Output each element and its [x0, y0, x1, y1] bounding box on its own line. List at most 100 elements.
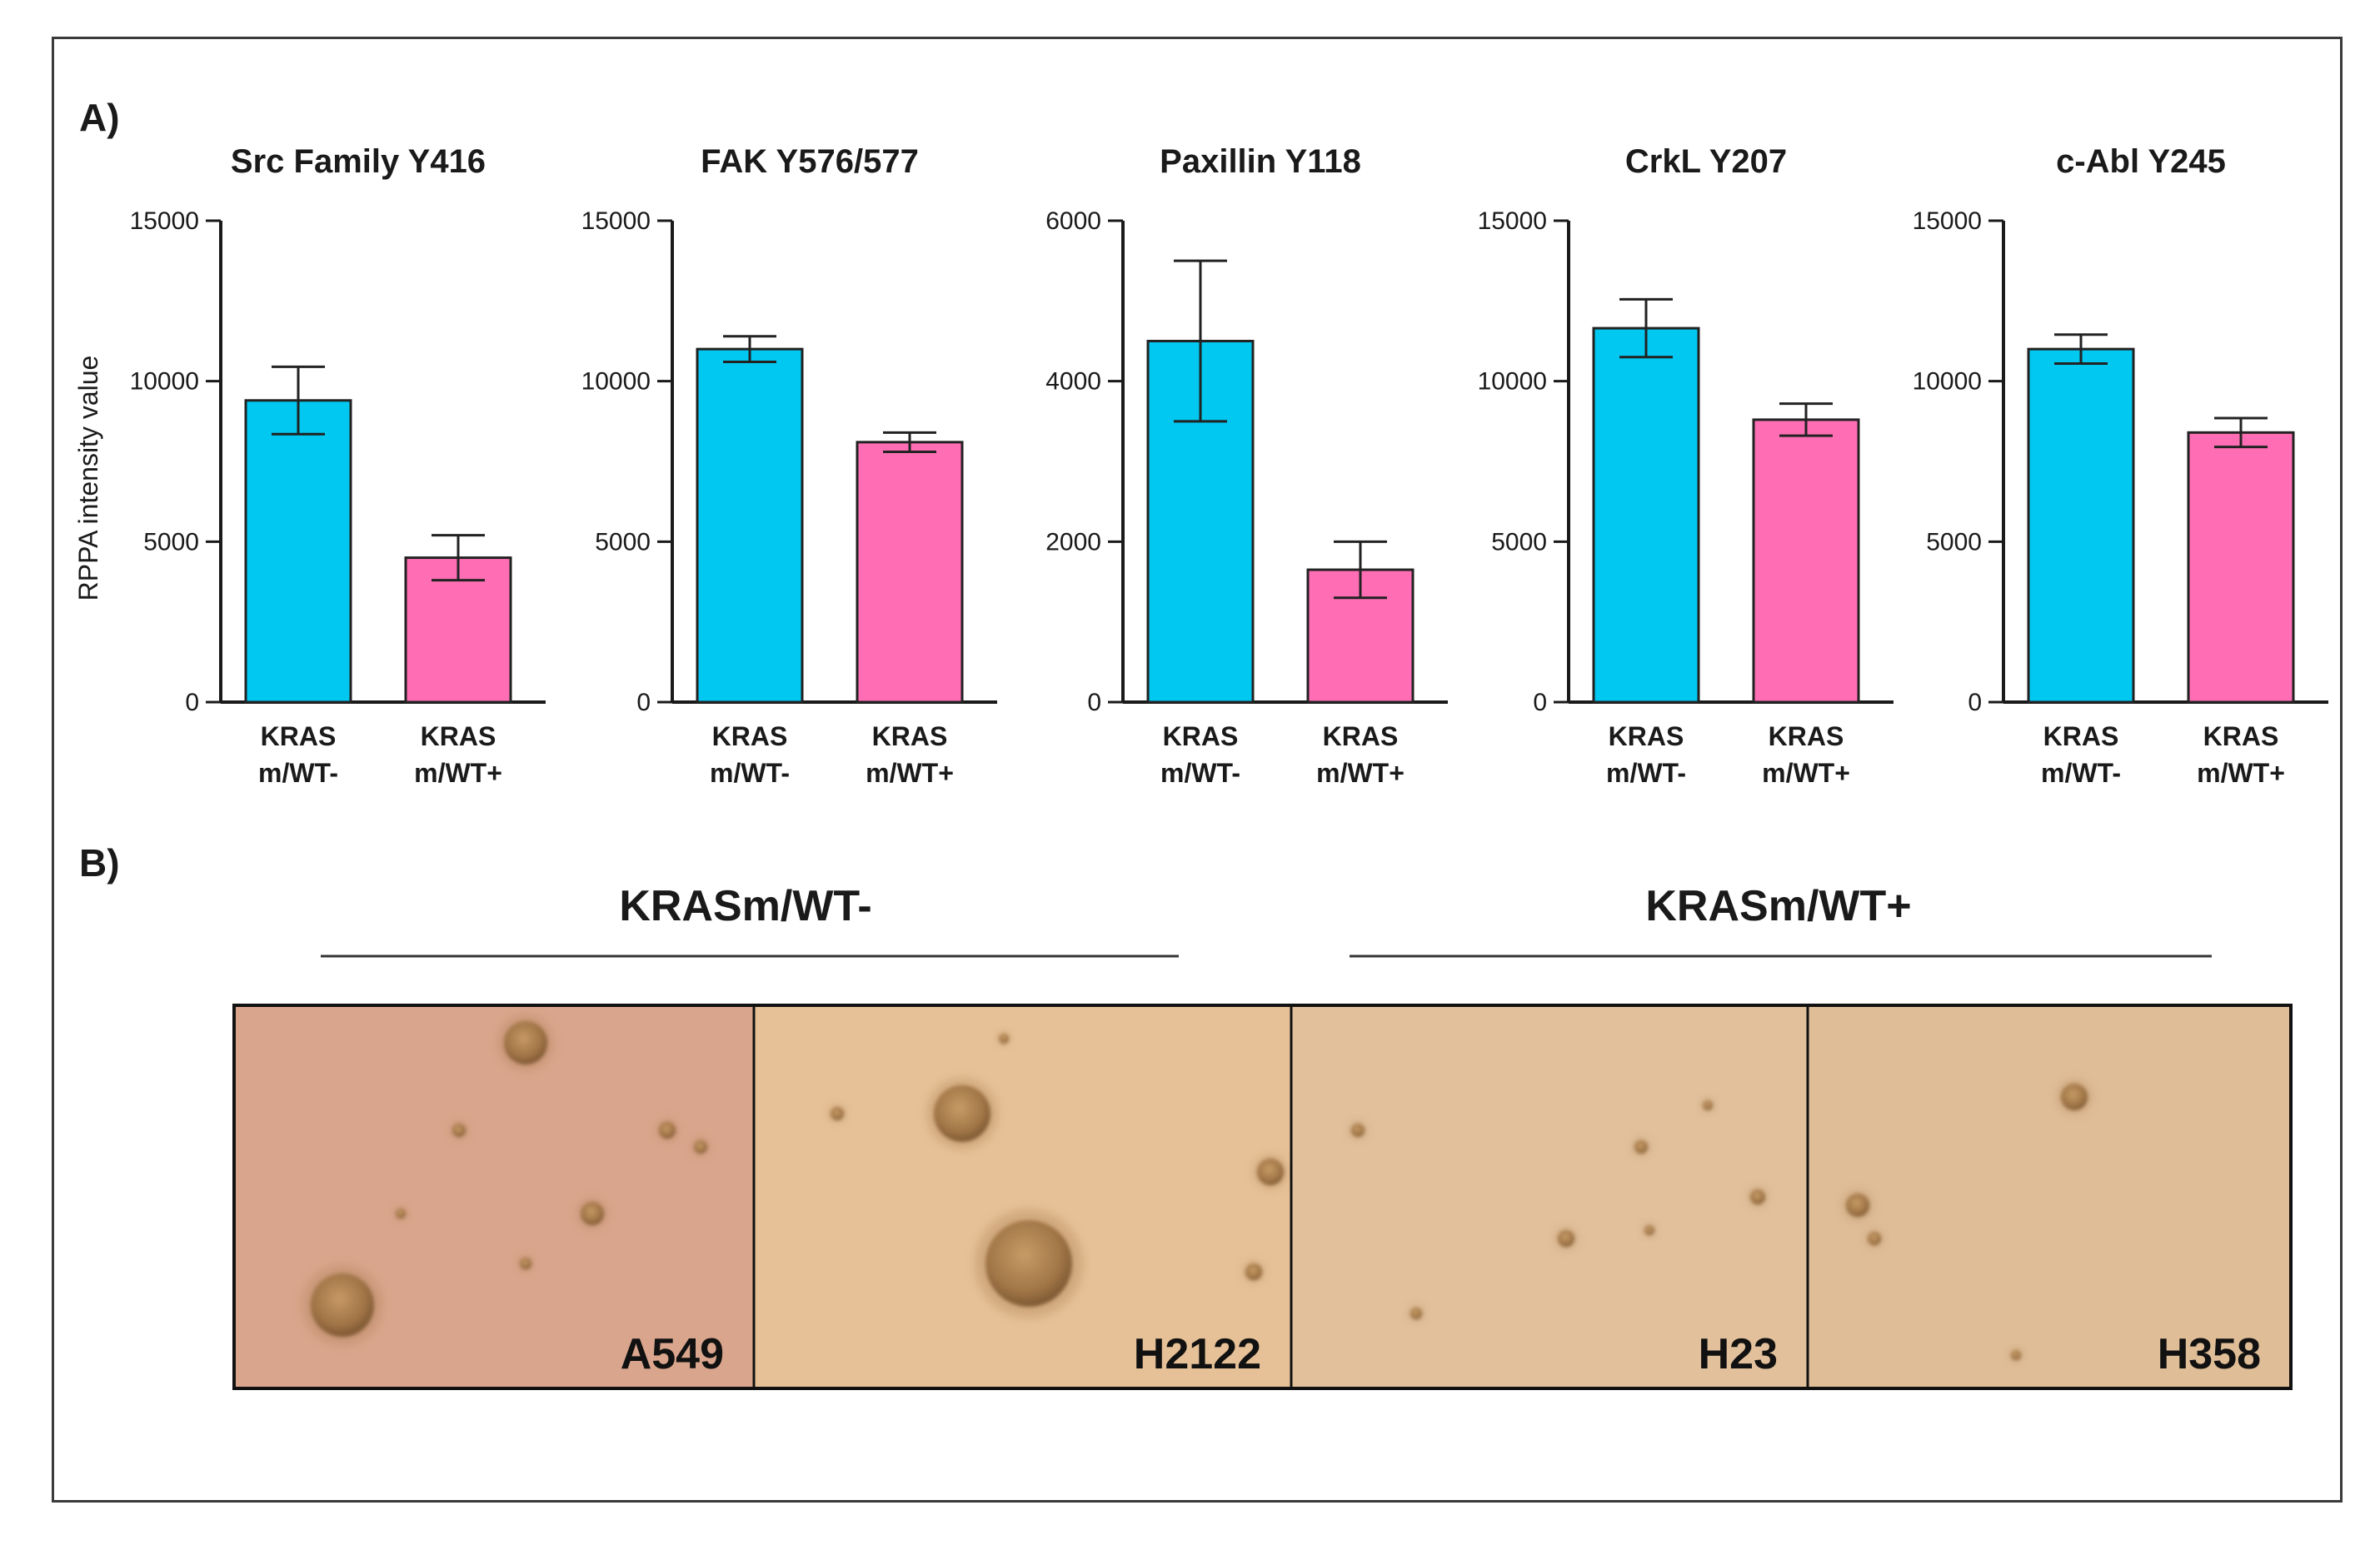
y-tick-label: 2000	[1045, 528, 1101, 556]
cell-colony	[1703, 1100, 1713, 1110]
chart-3: Paxillin Y118 0 2000 4000 6000 KRAS m/WT- KRAS m…	[1045, 143, 1448, 788]
cell-colony	[396, 1209, 406, 1219]
micrograph-h2122: H2122	[754, 1005, 1291, 1388]
micrograph-background	[1808, 1005, 2291, 1388]
micrograph-frame	[232, 1004, 2293, 1390]
bar	[1752, 418, 1860, 704]
y-tick-label: 10000	[130, 368, 199, 396]
x-tick-label: KRAS	[712, 721, 788, 751]
bar	[2187, 431, 2295, 704]
y-tick-label: 5000	[595, 528, 651, 556]
chart-1: Src Family Y416 0 5000 10000 15000 RPPA inten…	[73, 143, 546, 788]
y-tick-label: 5000	[143, 528, 199, 556]
cell-line-label: H2122	[1134, 1330, 1261, 1378]
y-tick-label: 10000	[1913, 368, 1982, 396]
x-tick-label: m/WT-	[1160, 758, 1240, 788]
panel-b-label: B)	[79, 841, 120, 885]
bar	[696, 347, 804, 704]
cell-colony	[985, 1220, 1072, 1307]
chart-5: c-Abl Y245 0 5000 10000 15000 KRAS m/WT- KRAS m/…	[1913, 143, 2328, 788]
x-tick-label: m/WT-	[258, 758, 338, 788]
cell-colony	[1351, 1124, 1365, 1137]
micrograph-h23: H23	[1291, 1005, 1808, 1388]
x-tick-label: m/WT+	[414, 758, 502, 788]
x-tick-label: m/WT+	[866, 758, 954, 788]
bar	[856, 441, 964, 704]
cell-colony	[2011, 1350, 2021, 1360]
x-tick-label: KRAS	[1609, 721, 1684, 751]
x-tick-label: m/WT+	[1316, 758, 1405, 788]
y-axis-label: RPPA intensity value	[73, 356, 103, 601]
x-tick-label: KRAS	[1163, 721, 1239, 751]
y-tick-label: 0	[636, 689, 651, 716]
x-tick-label: KRAS	[421, 721, 496, 751]
group-label: KRASm/WT-	[619, 882, 871, 930]
y-tick-label: 10000	[1478, 368, 1547, 396]
y-tick-label: 5000	[1926, 528, 1982, 556]
x-tick-label: KRAS	[2203, 721, 2279, 751]
y-tick-label: 0	[1968, 689, 1982, 716]
cell-colony	[1410, 1308, 1422, 1319]
x-tick-label: m/WT-	[710, 758, 790, 788]
chart-4: CrkL Y207 0 5000 10000 15000 KRAS m/WT- KRAS m/W…	[1478, 143, 1894, 788]
cell-colony	[311, 1273, 374, 1337]
x-tick-label: m/WT+	[1762, 758, 1850, 788]
cell-colony	[1750, 1189, 1765, 1204]
y-tick-label: 0	[185, 689, 199, 716]
bar	[244, 399, 352, 704]
x-tick-label: m/WT-	[1606, 758, 1686, 788]
cell-colony	[1558, 1230, 1574, 1247]
cell-colony	[934, 1085, 990, 1142]
x-tick-label: KRAS	[872, 721, 948, 751]
micrograph-background	[754, 1005, 1291, 1388]
cell-colony	[452, 1124, 466, 1137]
y-tick-label: 0	[1533, 689, 1547, 716]
micrograph-background	[1291, 1005, 1808, 1388]
chart-2: FAK Y576/577 0 5000 10000 15000 KRAS m/WT- KRAS…	[581, 143, 997, 788]
bar	[404, 556, 512, 704]
cell-colony	[520, 1258, 531, 1269]
cell-line-label: H358	[2158, 1330, 2261, 1378]
y-tick-label: 15000	[130, 207, 199, 235]
cell-colony	[504, 1021, 547, 1064]
panel-a-charts: Src Family Y416 0 5000 10000 15000 RPPA inten…	[73, 143, 2328, 788]
figure-canvas: A) Src Family Y416 0 5000 10000 15000 RPPA in…	[73, 96, 2328, 1390]
cell-colony	[1245, 1263, 1262, 1280]
cell-colony	[1644, 1225, 1654, 1235]
y-tick-label: 4000	[1045, 368, 1101, 396]
cell-colony	[1846, 1194, 1869, 1217]
cell-line-label: A549	[621, 1330, 724, 1378]
cell-colony	[581, 1202, 604, 1225]
x-tick-label: KRAS	[1323, 721, 1399, 751]
chart-title: Paxillin Y118	[1160, 143, 1361, 180]
chart-title: Src Family Y416	[231, 143, 486, 180]
chart-title: c-Abl Y245	[2056, 143, 2226, 180]
y-tick-label: 0	[1087, 689, 1101, 716]
panel-a-label: A)	[79, 96, 120, 139]
x-tick-label: m/WT+	[2197, 758, 2285, 788]
panel-b-micrographs: KRASm/WT- KRASm/WT+ A549 H2122 H23 H358	[232, 882, 2293, 1390]
bar	[2027, 347, 2135, 704]
figure-frame: A) Src Family Y416 0 5000 10000 15000 RPPA in…	[52, 37, 2343, 1503]
bar	[1592, 326, 1700, 704]
y-tick-label: 15000	[1913, 207, 1982, 235]
y-tick-label: 15000	[581, 207, 651, 235]
cell-colony	[659, 1122, 676, 1139]
x-tick-label: m/WT-	[2041, 758, 2121, 788]
cell-colony	[1634, 1140, 1648, 1154]
x-tick-label: KRAS	[2043, 721, 2119, 751]
y-tick-label: 10000	[581, 368, 651, 396]
x-tick-label: KRAS	[261, 721, 337, 751]
cell-colony	[831, 1107, 844, 1120]
cell-colony	[694, 1140, 707, 1154]
y-tick-label: 5000	[1491, 528, 1547, 556]
x-tick-label: KRAS	[1769, 721, 1844, 751]
cell-colony	[1257, 1159, 1284, 1185]
cell-line-label: H23	[1699, 1330, 1778, 1378]
cell-colony	[999, 1034, 1009, 1044]
chart-title: CrkL Y207	[1625, 143, 1787, 180]
cell-colony	[1868, 1232, 1881, 1245]
micrograph-h358: H358	[1808, 1005, 2291, 1388]
group-label: KRASm/WT+	[1645, 882, 1911, 930]
chart-title: FAK Y576/577	[701, 143, 919, 180]
